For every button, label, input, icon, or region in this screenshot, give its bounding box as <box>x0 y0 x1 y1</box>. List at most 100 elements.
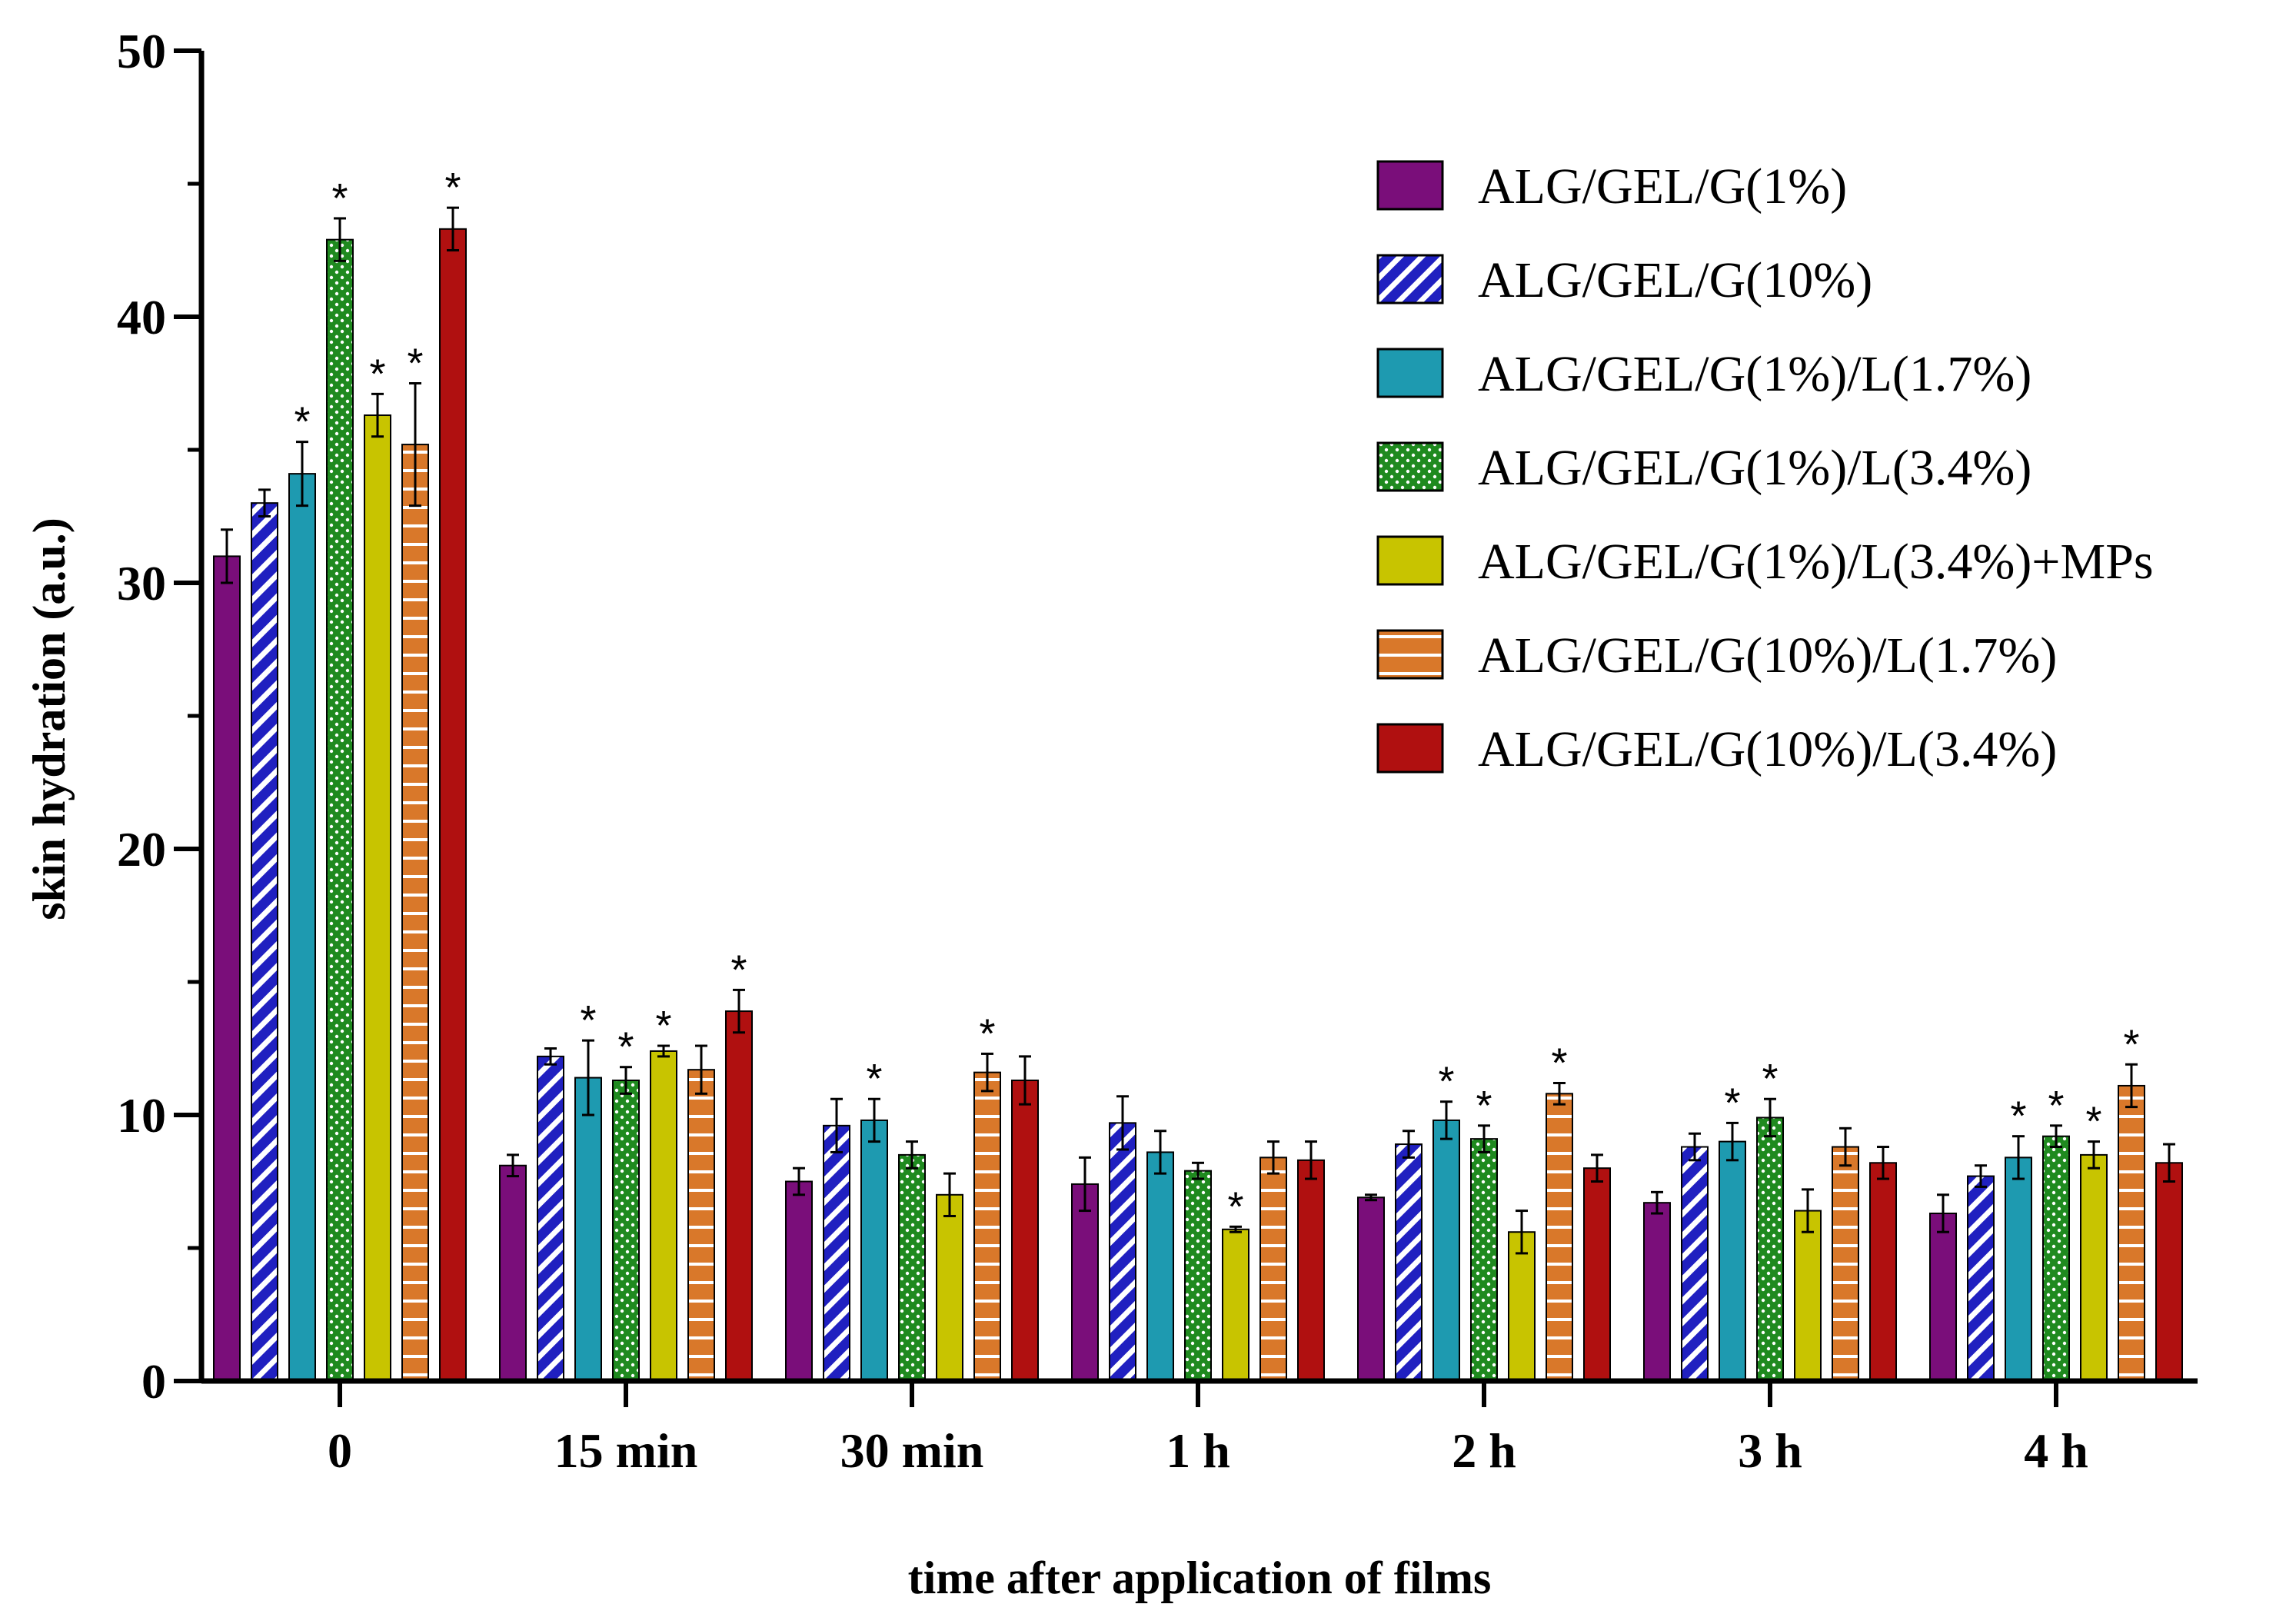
legend-entry: ALG/GEL/G(1%) <box>1376 158 1847 215</box>
bar <box>499 1164 527 1382</box>
bar <box>1756 1116 1784 1382</box>
bar <box>574 1077 602 1383</box>
error-bar <box>1116 1095 1129 1151</box>
significance-marker: * <box>866 1056 882 1102</box>
legend-label: ALG/GEL/G(1%)/L(1.7%) <box>1478 346 2031 402</box>
error-bar <box>1689 1132 1701 1162</box>
bar <box>1719 1140 1746 1382</box>
bar <box>860 1119 888 1383</box>
y-axis: 0 10 20 30 40 50 <box>117 24 205 1409</box>
error-bar <box>409 382 421 508</box>
bar <box>823 1124 850 1382</box>
bar <box>1222 1228 1249 1383</box>
significance-marker: * <box>444 165 461 211</box>
error-bar <box>1440 1100 1452 1140</box>
error-bar <box>1079 1156 1091 1213</box>
legend-label: ALG/GEL/G(1%)/L(3.4%)+MPs <box>1478 534 2154 590</box>
error-bar <box>221 528 233 584</box>
legend-entry: ALG/GEL/G(10%) <box>1376 252 1872 308</box>
y-tick-label: 0 <box>141 1354 166 1409</box>
error-bar <box>1975 1164 1987 1188</box>
legend-entry: ALG/GEL/G(10%)/L(1.7%) <box>1376 627 2057 684</box>
error-bar <box>2163 1143 2175 1183</box>
error-bar <box>943 1172 956 1217</box>
error-bar <box>296 441 308 508</box>
significance-marker: * <box>294 399 310 445</box>
bar <box>1146 1151 1174 1382</box>
legend-swatch <box>1376 535 1444 586</box>
legend-label: ALG/GEL/G(1%) <box>1478 158 1847 215</box>
error-bar <box>1365 1193 1377 1202</box>
error-bar <box>582 1039 594 1116</box>
significance-marker: * <box>2048 1083 2064 1129</box>
error-bar <box>1839 1126 1852 1167</box>
bar <box>1794 1210 1822 1383</box>
error-bar <box>1651 1190 1663 1215</box>
significance-marker: * <box>1724 1080 1740 1126</box>
legend-entry: ALG/GEL/G(1%)/L(3.4%)+MPs <box>1376 534 2154 590</box>
significance-marker: * <box>2085 1099 2101 1145</box>
bar <box>612 1080 640 1383</box>
legend-label: ALG/GEL/G(10%) <box>1478 252 1872 308</box>
legend-label: ALG/GEL/G(10%)/L(3.4%) <box>1478 721 2057 777</box>
significance-marker: * <box>730 947 747 993</box>
error-bar <box>507 1153 519 1178</box>
bar <box>1071 1183 1099 1382</box>
x-tick-label: 3 h <box>1738 1423 1802 1478</box>
significance-marker: * <box>655 1003 671 1049</box>
error-bar <box>544 1047 557 1066</box>
y-axis-title: skin hydration (a.u.) <box>24 517 75 920</box>
bar <box>288 473 316 1382</box>
significance-marker: * <box>580 997 596 1043</box>
legend-entry: ALG/GEL/G(10%)/L(3.4%) <box>1376 721 2057 777</box>
error-bar <box>1591 1153 1603 1183</box>
error-bar <box>1516 1210 1528 1255</box>
error-bar <box>868 1097 880 1143</box>
bar <box>251 502 278 1383</box>
x-tick-label: 15 min <box>554 1423 698 1478</box>
significance-marker: * <box>369 351 385 397</box>
legend-label: ALG/GEL/G(1%)/L(3.4%) <box>1478 440 2031 496</box>
significance-marker: * <box>617 1024 634 1070</box>
error-bar <box>1019 1055 1031 1106</box>
significance-marker: * <box>2010 1093 2026 1140</box>
bar <box>687 1069 715 1383</box>
error-bar <box>2050 1124 2062 1149</box>
legend-swatch <box>1376 348 1444 398</box>
error-bar <box>2012 1135 2025 1180</box>
error-bar <box>1877 1146 1889 1180</box>
error-bar <box>1726 1121 1739 1162</box>
bar <box>1546 1093 1573 1382</box>
bar <box>785 1180 813 1382</box>
error-bar <box>2125 1063 2138 1109</box>
x-tick-label: 4 h <box>2024 1423 2088 1478</box>
bar <box>213 555 241 1382</box>
error-bar <box>1764 1097 1776 1138</box>
bar <box>1967 1175 1995 1382</box>
legend-entry: ALG/GEL/G(1%)/L(3.4%) <box>1376 440 2031 496</box>
legend-swatch <box>1376 723 1444 774</box>
bar <box>1297 1159 1325 1382</box>
error-bar <box>1267 1140 1279 1175</box>
y-tick-label: 40 <box>117 290 166 344</box>
bar <box>1395 1143 1423 1383</box>
bar <box>973 1071 1001 1382</box>
legend-entry: ALG/GEL/G(1%)/L(1.7%) <box>1376 346 2031 402</box>
significance-marker: * <box>1476 1083 1492 1129</box>
significance-marker: * <box>1762 1056 1778 1102</box>
x-tick-label: 1 h <box>1166 1423 1230 1478</box>
bar <box>439 228 467 1383</box>
bar <box>1470 1138 1498 1382</box>
error-bar <box>1553 1081 1566 1106</box>
x-axis: 0 15 min 30 min 1 h 2 h 3 h 4 h <box>201 1378 2198 1478</box>
bar <box>1832 1146 1859 1383</box>
bar <box>650 1050 677 1382</box>
error-bar <box>1192 1161 1204 1180</box>
legend-swatch <box>1376 160 1444 211</box>
bar <box>1432 1119 1460 1383</box>
bar <box>2118 1084 2145 1382</box>
legend: ALG/GEL/G(1%) ALG/GEL/G(10%) ALG/GEL/G(1%)… <box>1376 158 2154 777</box>
error-bar <box>371 392 384 438</box>
bar <box>1357 1196 1385 1383</box>
